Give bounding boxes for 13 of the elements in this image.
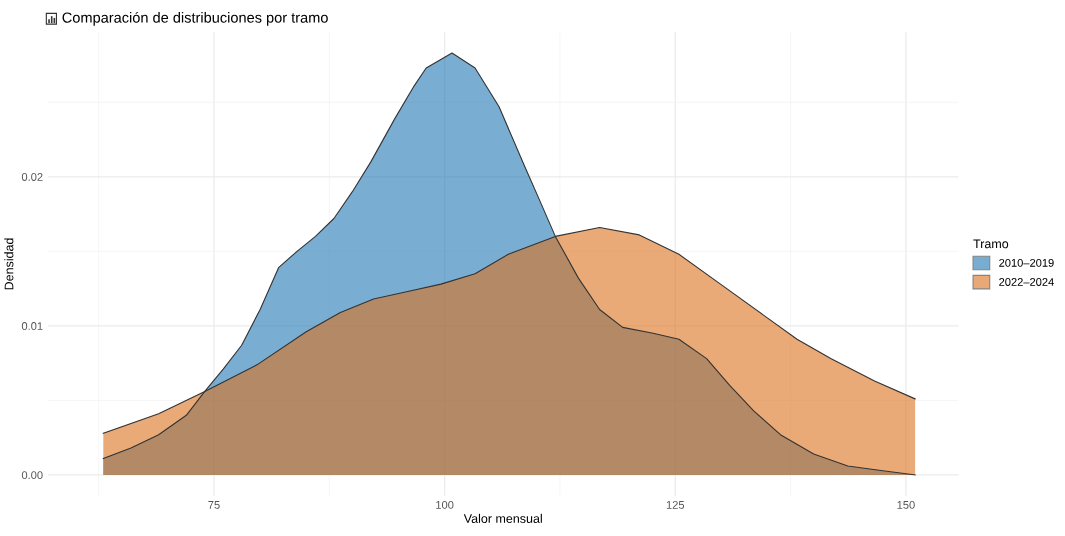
y-tick-label: 0.01 xyxy=(21,322,43,330)
y-tick-label: 0.02 xyxy=(21,173,43,181)
x-axis-title: Valor mensual xyxy=(463,513,542,523)
chart-title: Comparación de distribuciones por tramo xyxy=(62,11,328,26)
x-tick-label: 150 xyxy=(897,500,915,509)
y-axis-title: Densidad xyxy=(4,238,14,290)
legend-label: 2010–2019 xyxy=(999,258,1054,267)
x-tick-label: 100 xyxy=(436,500,454,509)
x-tick-label: 75 xyxy=(208,501,220,509)
y-tick-label: 0.00 xyxy=(21,471,43,480)
x-tick-label: 125 xyxy=(666,500,685,509)
legend-label: 2022–2024 xyxy=(999,278,1054,286)
legend-title: Tramo xyxy=(973,239,1009,249)
